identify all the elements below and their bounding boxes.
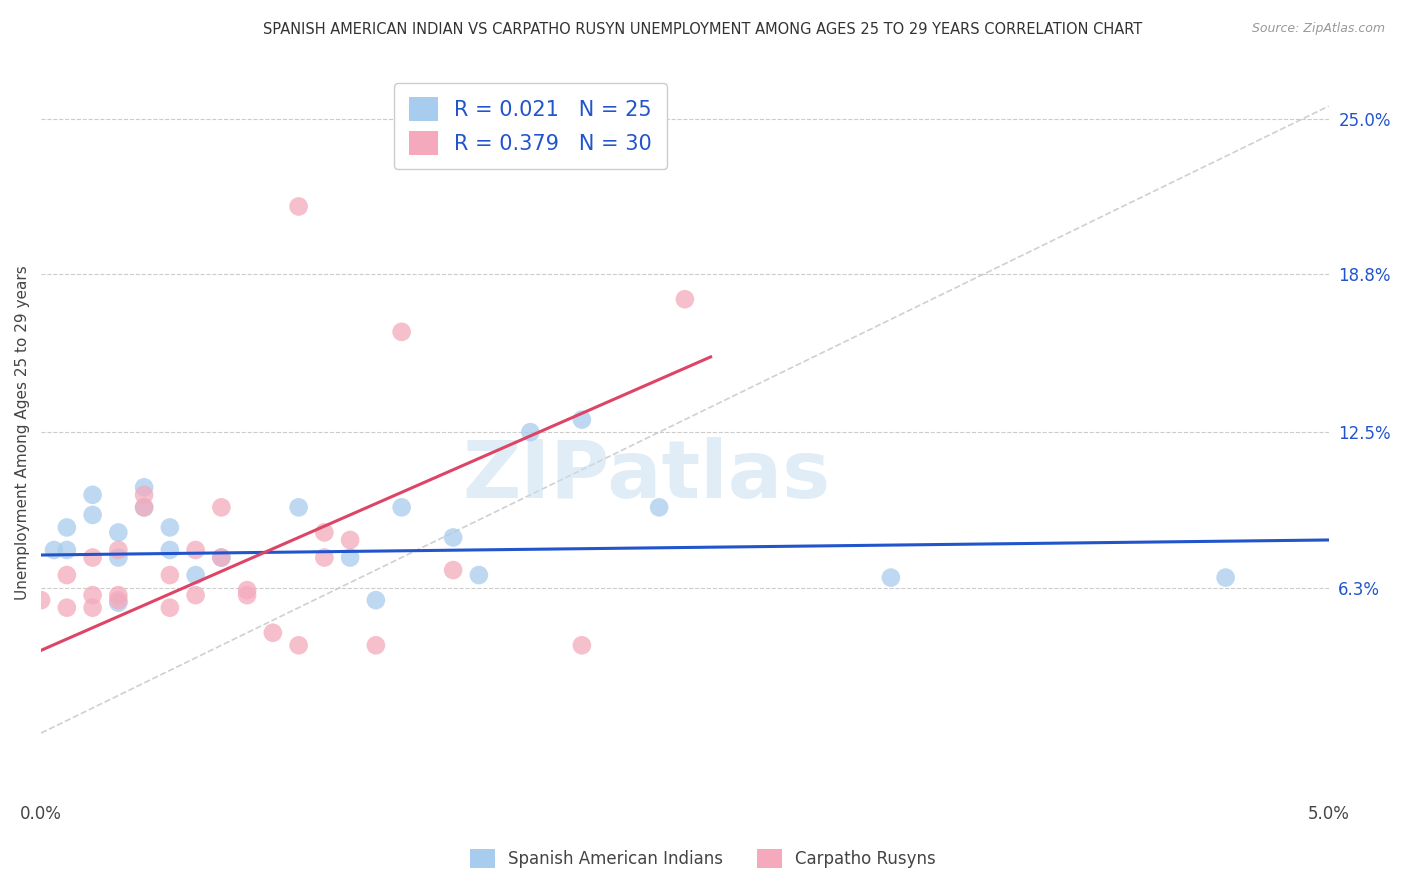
Point bbox=[571, 638, 593, 652]
Point bbox=[441, 563, 464, 577]
Legend: R = 0.021   N = 25, R = 0.379   N = 30: R = 0.021 N = 25, R = 0.379 N = 30 bbox=[394, 83, 666, 169]
Point bbox=[209, 550, 232, 565]
Point bbox=[673, 292, 696, 306]
Point bbox=[56, 543, 79, 558]
Point bbox=[880, 571, 903, 585]
Point bbox=[56, 600, 79, 615]
Point bbox=[339, 550, 361, 565]
Point bbox=[364, 638, 387, 652]
Point bbox=[82, 600, 104, 615]
Point bbox=[159, 568, 181, 582]
Point bbox=[184, 588, 207, 602]
Point bbox=[42, 543, 65, 558]
Point bbox=[571, 412, 593, 426]
Point bbox=[391, 500, 413, 515]
Point bbox=[107, 543, 129, 558]
Point bbox=[314, 525, 336, 540]
Point bbox=[209, 500, 232, 515]
Text: ZIPatlas: ZIPatlas bbox=[463, 437, 831, 515]
Point bbox=[107, 525, 129, 540]
Point bbox=[1215, 571, 1237, 585]
Point bbox=[30, 593, 52, 607]
Point bbox=[132, 500, 155, 515]
Y-axis label: Unemployment Among Ages 25 to 29 years: Unemployment Among Ages 25 to 29 years bbox=[15, 265, 30, 599]
Point bbox=[132, 500, 155, 515]
Point bbox=[391, 325, 413, 339]
Point bbox=[159, 520, 181, 534]
Point bbox=[184, 568, 207, 582]
Point bbox=[56, 568, 79, 582]
Point bbox=[56, 520, 79, 534]
Point bbox=[287, 199, 309, 213]
Point bbox=[184, 543, 207, 558]
Point bbox=[209, 550, 232, 565]
Point bbox=[82, 588, 104, 602]
Point bbox=[82, 508, 104, 522]
Point bbox=[236, 583, 259, 598]
Legend: Spanish American Indians, Carpatho Rusyns: Spanish American Indians, Carpatho Rusyn… bbox=[461, 840, 945, 877]
Point bbox=[364, 593, 387, 607]
Point bbox=[82, 488, 104, 502]
Point bbox=[262, 625, 284, 640]
Point bbox=[159, 543, 181, 558]
Point bbox=[107, 588, 129, 602]
Point bbox=[314, 550, 336, 565]
Point bbox=[107, 550, 129, 565]
Point bbox=[468, 568, 491, 582]
Point bbox=[339, 533, 361, 547]
Point bbox=[107, 593, 129, 607]
Point bbox=[441, 531, 464, 545]
Point bbox=[132, 480, 155, 494]
Point bbox=[287, 500, 309, 515]
Point bbox=[287, 638, 309, 652]
Point bbox=[519, 425, 541, 439]
Point bbox=[107, 596, 129, 610]
Text: SPANISH AMERICAN INDIAN VS CARPATHO RUSYN UNEMPLOYMENT AMONG AGES 25 TO 29 YEARS: SPANISH AMERICAN INDIAN VS CARPATHO RUSY… bbox=[263, 22, 1143, 37]
Text: Source: ZipAtlas.com: Source: ZipAtlas.com bbox=[1251, 22, 1385, 36]
Point bbox=[159, 600, 181, 615]
Point bbox=[132, 488, 155, 502]
Point bbox=[648, 500, 671, 515]
Point bbox=[236, 588, 259, 602]
Point bbox=[82, 550, 104, 565]
